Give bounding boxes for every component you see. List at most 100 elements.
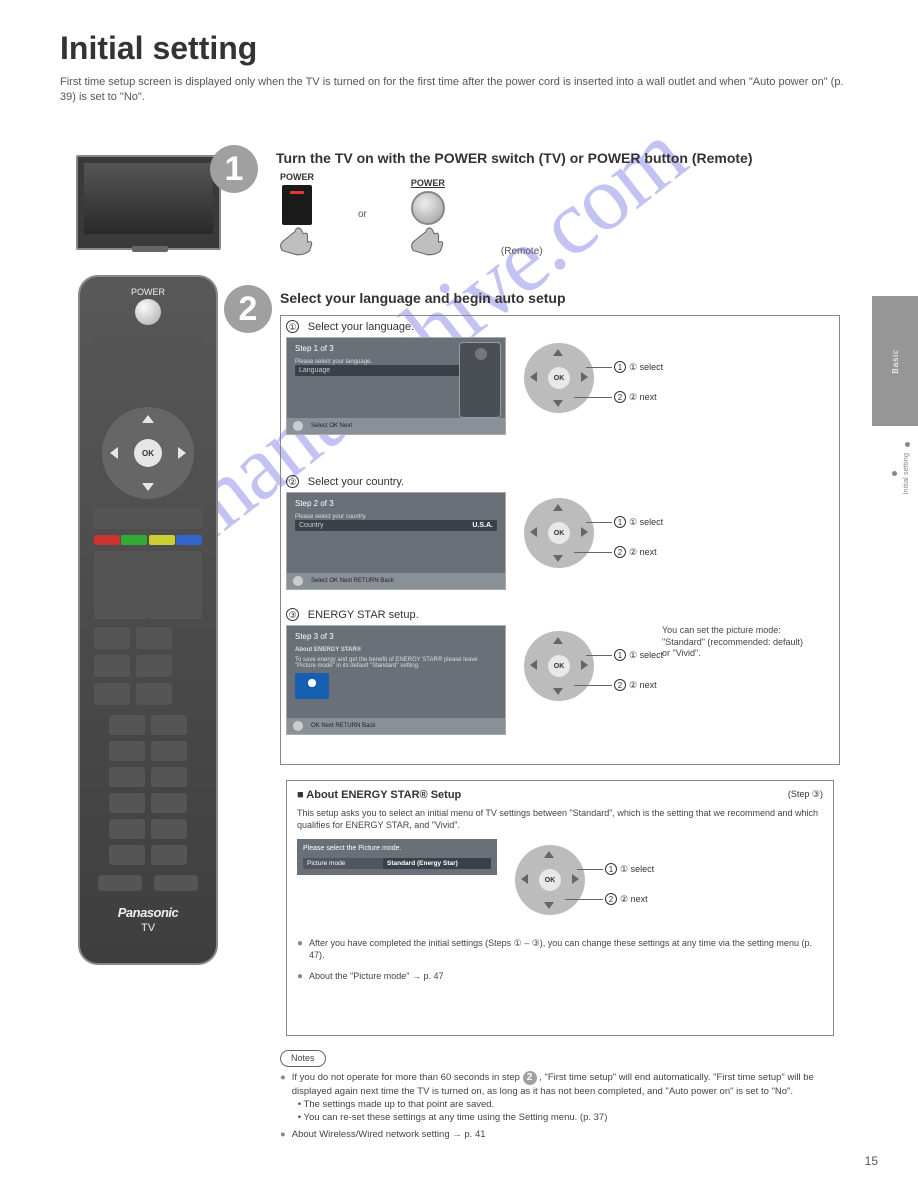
tv-screen: [84, 163, 213, 234]
picture-mode-field-label: Picture mode: [303, 858, 383, 869]
dpad-icon: OK: [524, 631, 594, 701]
substep-3: ③ ENERGY STAR setup. Step 3 of 3 About E…: [286, 608, 834, 735]
callout-next-text: ② next: [629, 392, 657, 402]
nav-icon: [293, 721, 303, 731]
arrow-left-icon: [530, 660, 537, 670]
note-3-text: About Wireless/Wired network setting → p…: [292, 1128, 486, 1141]
arrow-down-icon: [553, 688, 563, 695]
callout-select-text: ① select: [629, 650, 663, 660]
ok-button-icon: OK: [539, 869, 561, 891]
leader-line: [574, 552, 612, 553]
country-dialog-footer: Select OK Next RETURN Back: [287, 573, 505, 589]
note-1-stepref: 2: [523, 1071, 537, 1085]
remote-button: [94, 356, 130, 372]
leader-line: [565, 899, 603, 900]
energystar-dialog-foot-text: OK Next RETURN Back: [311, 723, 375, 729]
country-dialog-foot-text: Select OK Next RETURN Back: [311, 578, 394, 584]
note-1-pre: If you do not operate for more than 60 s…: [292, 1072, 520, 1083]
callout-next: 2② next: [614, 391, 657, 403]
arrow-down-icon: [544, 902, 554, 909]
remote-keypad-button: [151, 741, 187, 761]
remote-keypad-button: [109, 793, 145, 813]
picture-mode-field-value: Standard (Energy Star): [383, 858, 491, 869]
callout-select-text: ① select: [629, 517, 663, 527]
remote-button: [148, 507, 202, 529]
remote-button: [136, 627, 172, 649]
remote-tv-label: TV: [90, 922, 206, 934]
side-bullet-text: Initial setting: [901, 453, 910, 495]
country-dialog-title: Step 2 of 3: [295, 499, 497, 508]
leader-line: [574, 397, 612, 398]
dpad-callout-energy: OK 1① select 2② next: [515, 839, 635, 929]
callout-next: 2② next: [614, 546, 657, 558]
arrow-down-icon: [553, 555, 563, 562]
remote-button: [94, 683, 130, 705]
leader-line: [577, 869, 603, 870]
remote-button: [98, 875, 142, 891]
remote-keypad-button: [109, 767, 145, 787]
arrow-left-icon: [110, 447, 118, 459]
energy-star-badge-icon: [295, 673, 329, 699]
callout-next-text: ② next: [629, 547, 657, 557]
callout-select-text: ① select: [620, 864, 654, 874]
bullet-icon: [892, 471, 897, 476]
side-tab: Basic: [872, 296, 918, 426]
remote-green-button: [121, 535, 147, 545]
remote-button: [136, 655, 172, 677]
arrow-down-icon: [142, 483, 154, 491]
energy-bullet-2: ●About the "Picture mode" → p. 47: [297, 970, 823, 984]
notes-header: Notes: [280, 1050, 326, 1067]
energy-box-header: ■ About ENERGY STAR® Setup: [297, 789, 461, 801]
energy-star-box: ■ About ENERGY STAR® Setup (Step ③) This…: [286, 780, 834, 1036]
energystar-dialog-title: Step 3 of 3: [295, 632, 497, 641]
remote-control-illustration: POWER OK P: [78, 275, 218, 965]
ok-button-icon: OK: [548, 367, 570, 389]
language-field-label: Language: [299, 367, 330, 374]
tv-stand: [132, 246, 168, 252]
tv-illustration: [76, 155, 221, 250]
leader-line: [586, 655, 612, 656]
country-field-value: U.S.A.: [472, 522, 493, 529]
dpad-icon: OK: [515, 845, 585, 915]
note-2-line1: The settings made up to that point are s…: [304, 1099, 495, 1110]
power-remote-suffix: (Remote): [501, 246, 543, 257]
energystar-dialog: Step 3 of 3 About ENERGY STAR® To save e…: [286, 625, 506, 735]
remote-button: [154, 875, 198, 891]
country-dialog-field: Country U.S.A.: [295, 520, 497, 531]
substep-3-number: ③: [286, 608, 299, 621]
arrow-left-icon: [530, 372, 537, 382]
tv-power-switch-icon: [282, 185, 312, 225]
energystar-dialog-footer: OK Next RETURN Back: [287, 718, 505, 734]
hand-pointing-icon: [407, 219, 449, 257]
remote-power-unit: POWER: [407, 178, 449, 257]
remote-keypad-button: [109, 819, 145, 839]
callout-next: 2② next: [614, 679, 657, 691]
arrow-right-icon: [572, 874, 579, 884]
leader-line: [586, 522, 612, 523]
page-subtitle: First time setup screen is displayed onl…: [60, 75, 860, 106]
arrow-right-icon: [581, 527, 588, 537]
step-2-badge: 2: [224, 285, 272, 333]
arrow-up-icon: [553, 637, 563, 644]
bullet-icon: [905, 442, 910, 447]
country-field-label: Country: [299, 522, 324, 529]
remote-keypad-button: [151, 845, 187, 865]
remote-red-button: [94, 535, 120, 545]
arrow-up-icon: [553, 504, 563, 511]
arrow-up-icon: [553, 349, 563, 356]
substep-1-label: Select your language.: [308, 321, 414, 333]
remote-brand-row: Panasonic TV: [90, 905, 206, 934]
arrow-right-icon: [581, 660, 588, 670]
tv-power-label: POWER: [280, 172, 314, 182]
arrow-left-icon: [530, 527, 537, 537]
arrow-up-icon: [142, 415, 154, 423]
notes-block: Notes ● If you do not operate for more t…: [280, 1050, 850, 1142]
remote-brand: Panasonic: [90, 905, 206, 920]
substep-2-label: Select your country.: [308, 476, 404, 488]
power-or-label: or: [358, 209, 367, 220]
remote-rocker-button: [148, 551, 202, 619]
remote-button: [94, 507, 148, 529]
nav-icon: [293, 576, 303, 586]
energystar-dialog-line: To save energy and get the benefit of EN…: [295, 657, 497, 669]
step-1-badge: 1: [210, 145, 258, 193]
